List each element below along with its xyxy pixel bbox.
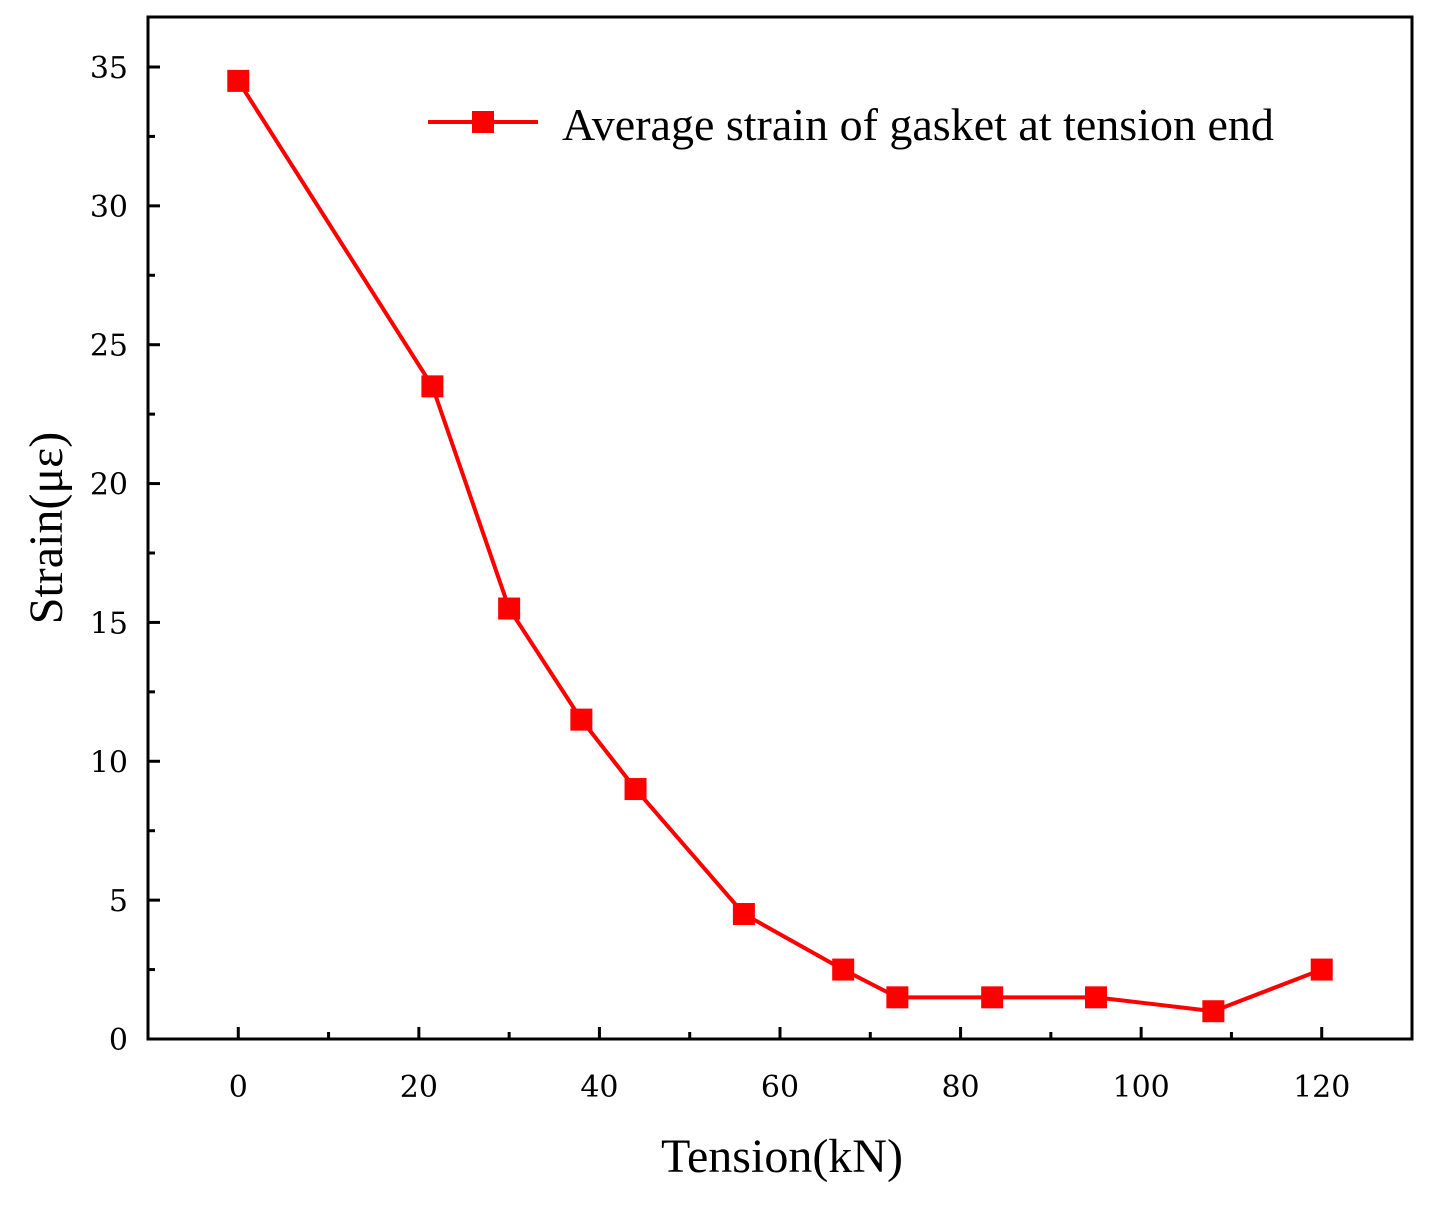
plot-frame — [146, 15, 1414, 1041]
x-axis-title: Tension(kN) — [661, 1130, 903, 1183]
y-tick-label: 35 — [90, 51, 128, 86]
y-tick-label: 5 — [109, 884, 128, 919]
data-point — [1310, 958, 1333, 981]
x-tick-label: 100 — [1113, 1070, 1170, 1105]
series-layer — [227, 69, 1333, 1023]
data-point — [624, 778, 647, 801]
data-point — [1202, 1000, 1225, 1023]
x-axis-ticks: 0 20 40 60 80 100 120 — [229, 1027, 1350, 1105]
y-tick-label: 20 — [90, 468, 128, 503]
y-axis-ticks: 0 5 10 15 20 25 30 35 — [90, 51, 160, 1058]
y-tick-label: 25 — [90, 329, 128, 364]
legend-marker — [472, 111, 494, 133]
y-tick-label: 15 — [90, 606, 128, 641]
data-point — [732, 903, 755, 926]
y-tick-label: 10 — [90, 745, 128, 780]
x-tick-label: 60 — [761, 1070, 799, 1105]
y-tick-label: 0 — [109, 1023, 128, 1058]
x-tick-label: 0 — [229, 1070, 248, 1105]
data-point — [498, 597, 521, 620]
data-point — [886, 986, 909, 1009]
data-point — [832, 958, 855, 981]
x-tick-label: 80 — [941, 1070, 979, 1105]
x-tick-label: 120 — [1293, 1070, 1350, 1105]
x-tick-label: 20 — [400, 1070, 438, 1105]
series-line — [236, 79, 1323, 1014]
data-point — [981, 986, 1004, 1009]
data-point — [1085, 986, 1107, 1009]
legend: Average strain of gasket at tension end — [428, 99, 1274, 150]
x-tick-label: 40 — [580, 1070, 618, 1105]
y-axis-title: Strain(με) — [20, 432, 73, 625]
data-point — [570, 708, 593, 731]
data-point — [421, 375, 444, 398]
legend-label: Average strain of gasket at tension end — [562, 99, 1274, 150]
data-point — [227, 69, 250, 92]
y-tick-label: 30 — [90, 190, 128, 225]
